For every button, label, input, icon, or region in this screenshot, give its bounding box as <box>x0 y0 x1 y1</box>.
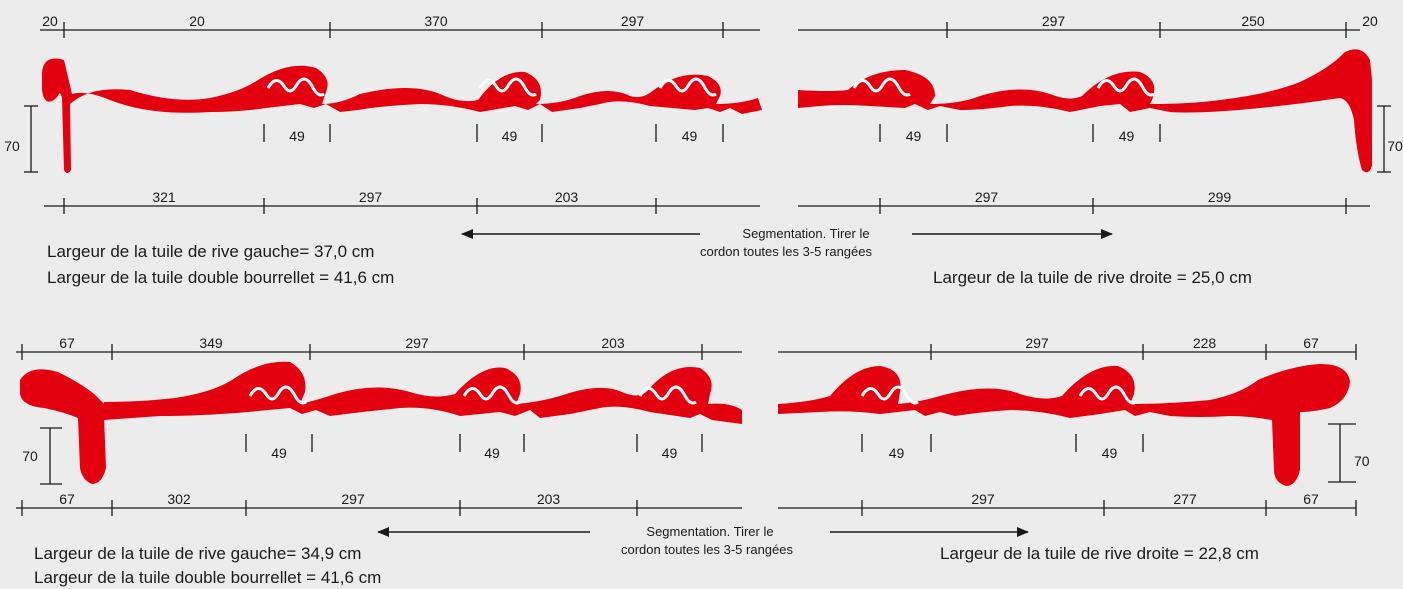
top-dim-left-lower-label: 321 <box>152 189 176 205</box>
interlock-groove <box>248 385 307 405</box>
inner-dim-label: 49 <box>682 128 698 144</box>
height-label-right-top: 70 <box>1387 138 1403 154</box>
interlock-groove <box>638 385 697 405</box>
top-dim-right-lower-label: 299 <box>1208 189 1232 205</box>
bottom-dim-left-upper-label: 67 <box>59 335 75 351</box>
tile-profiles <box>20 49 1372 486</box>
bottom-dim-right-upper-label: 67 <box>1303 335 1319 351</box>
bottom-dim-left-lower-label: 203 <box>537 491 561 507</box>
caption-top-left-rive: Largeur de la tuile de rive gauche= 37,0… <box>47 242 375 261</box>
height-label-left-top: 70 <box>4 138 20 154</box>
interlock-groove <box>266 77 325 97</box>
top-dim-left-upper-label: 297 <box>621 13 645 29</box>
tile-profile-bottom-left <box>20 361 742 484</box>
bottom-dim-left-upper-label: 297 <box>405 335 429 351</box>
interlock-grooves <box>248 77 1155 405</box>
segmentation-note-bottom-line1: Segmentation. Tirer le <box>646 524 773 539</box>
interlock-groove <box>860 385 919 405</box>
inner-dim-label: 49 <box>271 445 287 461</box>
height-label-right-bottom: 70 <box>1354 453 1370 469</box>
caption-top-left-double: Largeur de la tuile double bourrellet = … <box>47 268 395 287</box>
top-dim-left-upper-label: 370 <box>424 13 448 29</box>
inner-dim-label: 49 <box>662 445 678 461</box>
bottom-dim-left-upper-label: 349 <box>199 335 223 351</box>
interlock-groove <box>1096 77 1155 97</box>
bottom-dim-right-lower-label: 67 <box>1303 491 1319 507</box>
top-dim-left-upper-label: 20 <box>189 13 205 29</box>
inner-dim-label: 49 <box>906 128 922 144</box>
interlock-groove <box>658 77 717 97</box>
tile-profile-top-left <box>42 58 762 173</box>
tile-profile-bottom-right <box>778 364 1350 486</box>
height-label-left-bottom: 70 <box>22 448 38 464</box>
bottom-dim-left-lower-label: 302 <box>167 491 191 507</box>
caption-top-right-rive: Largeur de la tuile de rive droite = 25,… <box>933 268 1252 287</box>
inner-dim-label: 49 <box>1119 128 1135 144</box>
inner-dim-label: 49 <box>502 128 518 144</box>
tile-profile-top-right <box>798 49 1372 173</box>
inner-dim-label: 49 <box>484 445 500 461</box>
dimension-lines <box>16 22 1391 516</box>
bottom-dim-right-upper-label: 228 <box>1193 335 1217 351</box>
caption-bottom-left-rive: Largeur de la tuile de rive gauche= 34,9… <box>34 544 362 563</box>
top-dim-left-lower-label: 297 <box>359 189 383 205</box>
top-dim-left-lower-label: 203 <box>555 189 579 205</box>
inner-dim-label: 49 <box>289 128 305 144</box>
top-dim-right-upper-label: 250 <box>1241 13 1265 29</box>
inner-dim-label: 49 <box>1102 445 1118 461</box>
interlock-groove <box>852 77 911 97</box>
inner-dim-label: 49 <box>889 445 905 461</box>
top-dim-right-lower-label: 297 <box>975 189 999 205</box>
bottom-dim-left-lower-label: 67 <box>59 491 75 507</box>
top-dim-left-upper-label: 20 <box>42 13 58 29</box>
bottom-dim-right-lower-label: 277 <box>1173 491 1197 507</box>
segmentation-note-bottom-line2: cordon toutes les 3-5 rangées <box>621 542 793 557</box>
caption-bottom-left-double: Largeur de la tuile double bourrellet = … <box>34 568 382 587</box>
caption-bottom-right-rive: Largeur de la tuile de rive droite = 22,… <box>940 544 1259 563</box>
interlock-groove <box>478 77 537 97</box>
bottom-dim-left-lower-label: 297 <box>341 491 365 507</box>
interlock-groove <box>462 385 521 405</box>
top-dim-right-upper-label: 297 <box>1042 13 1066 29</box>
bottom-dim-right-lower-label: 297 <box>971 491 995 507</box>
segmentation-note-top-line2: cordon toutes les 3-5 rangées <box>700 244 872 259</box>
interlock-groove <box>1078 385 1137 405</box>
bottom-dim-left-upper-label: 203 <box>601 335 625 351</box>
bottom-dim-right-upper-label: 297 <box>1025 335 1049 351</box>
top-dim-right-upper-label: 20 <box>1362 13 1378 29</box>
segmentation-note-top-line1: Segmentation. Tirer le <box>742 226 869 241</box>
